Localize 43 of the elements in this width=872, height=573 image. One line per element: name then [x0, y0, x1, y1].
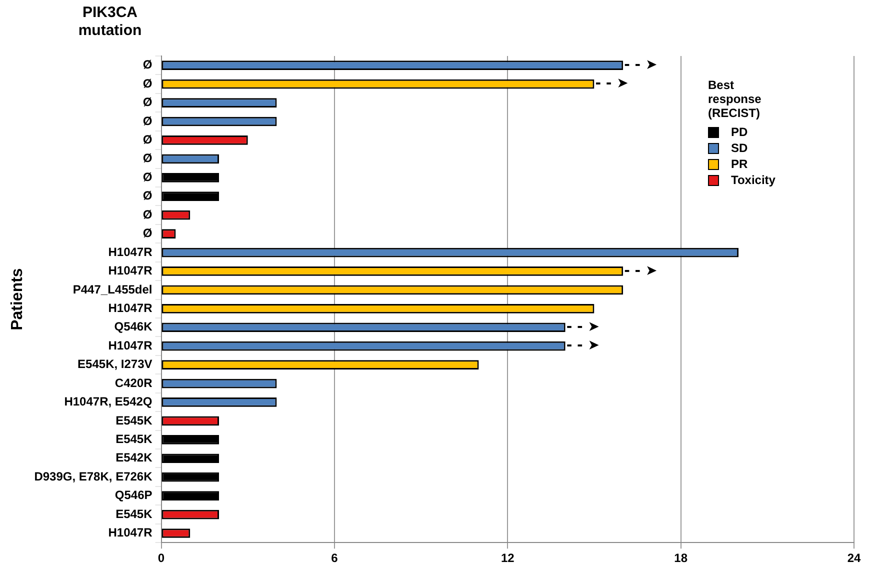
y-tick-label: E542K: [116, 450, 153, 465]
legend-title: Best response (RECIST): [708, 78, 762, 120]
y-tick-label: Ø: [142, 95, 152, 110]
y-tick-label: P447_L455del: [72, 282, 152, 296]
y-tick-label: Ø: [142, 188, 152, 203]
y-tick-label: E545K, I273V: [78, 357, 152, 372]
y-tick-label: E545K: [116, 413, 153, 428]
legend-label: PD: [731, 125, 748, 139]
annotation: - - ➤: [566, 338, 600, 354]
y-tick-label: Ø: [142, 170, 152, 184]
y-tick-label: H1047R: [108, 300, 153, 315]
legend-label: PR: [731, 157, 748, 171]
y-tick-label: H1047R: [108, 526, 153, 540]
y-tick-label: Q546K: [114, 320, 153, 334]
legend-label: SD: [731, 141, 748, 155]
x-tick-label: 18: [674, 551, 688, 566]
y-tick-label: H1047R: [108, 264, 153, 278]
y-tick-label: H1047R: [108, 338, 153, 352]
y-tick-label: Ø: [142, 226, 152, 240]
chart-title: PIK3CA mutation: [77, 4, 143, 40]
annotation: - - ➤: [595, 76, 629, 92]
y-tick-label: Q546P: [114, 488, 152, 502]
x-tick-label: 6: [331, 551, 338, 566]
y-tick-label: D939G, E78K, E726K: [34, 469, 153, 484]
y-axis-title: Patients: [9, 268, 26, 330]
y-tick-label: H1047R, E542Q: [64, 394, 152, 409]
y-tick-label: Ø: [142, 151, 152, 166]
y-tick-label: Ø: [142, 58, 152, 72]
y-tick-label: Ø: [142, 114, 152, 128]
x-tick-label: 24: [847, 551, 861, 566]
y-tick-label: Ø: [142, 207, 152, 222]
legend-label: Toxicity: [731, 173, 776, 187]
annotation: - - ➤: [624, 262, 658, 279]
y-tick-label: H1047R: [108, 244, 153, 259]
x-tick-label: 12: [500, 551, 515, 566]
y-tick-label: E545K: [116, 506, 153, 521]
y-tick-label: Ø: [142, 76, 152, 90]
y-tick-label: Ø: [142, 132, 152, 147]
annotation: - - ➤: [566, 319, 600, 336]
y-tick-label: E545K: [116, 432, 153, 446]
annotation: - - ➤: [624, 57, 658, 73]
x-tick-label: 0: [158, 551, 165, 566]
y-tick-label: C420R: [114, 376, 153, 390]
